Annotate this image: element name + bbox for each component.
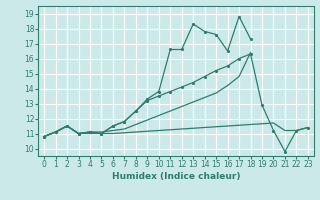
X-axis label: Humidex (Indice chaleur): Humidex (Indice chaleur)	[112, 172, 240, 181]
